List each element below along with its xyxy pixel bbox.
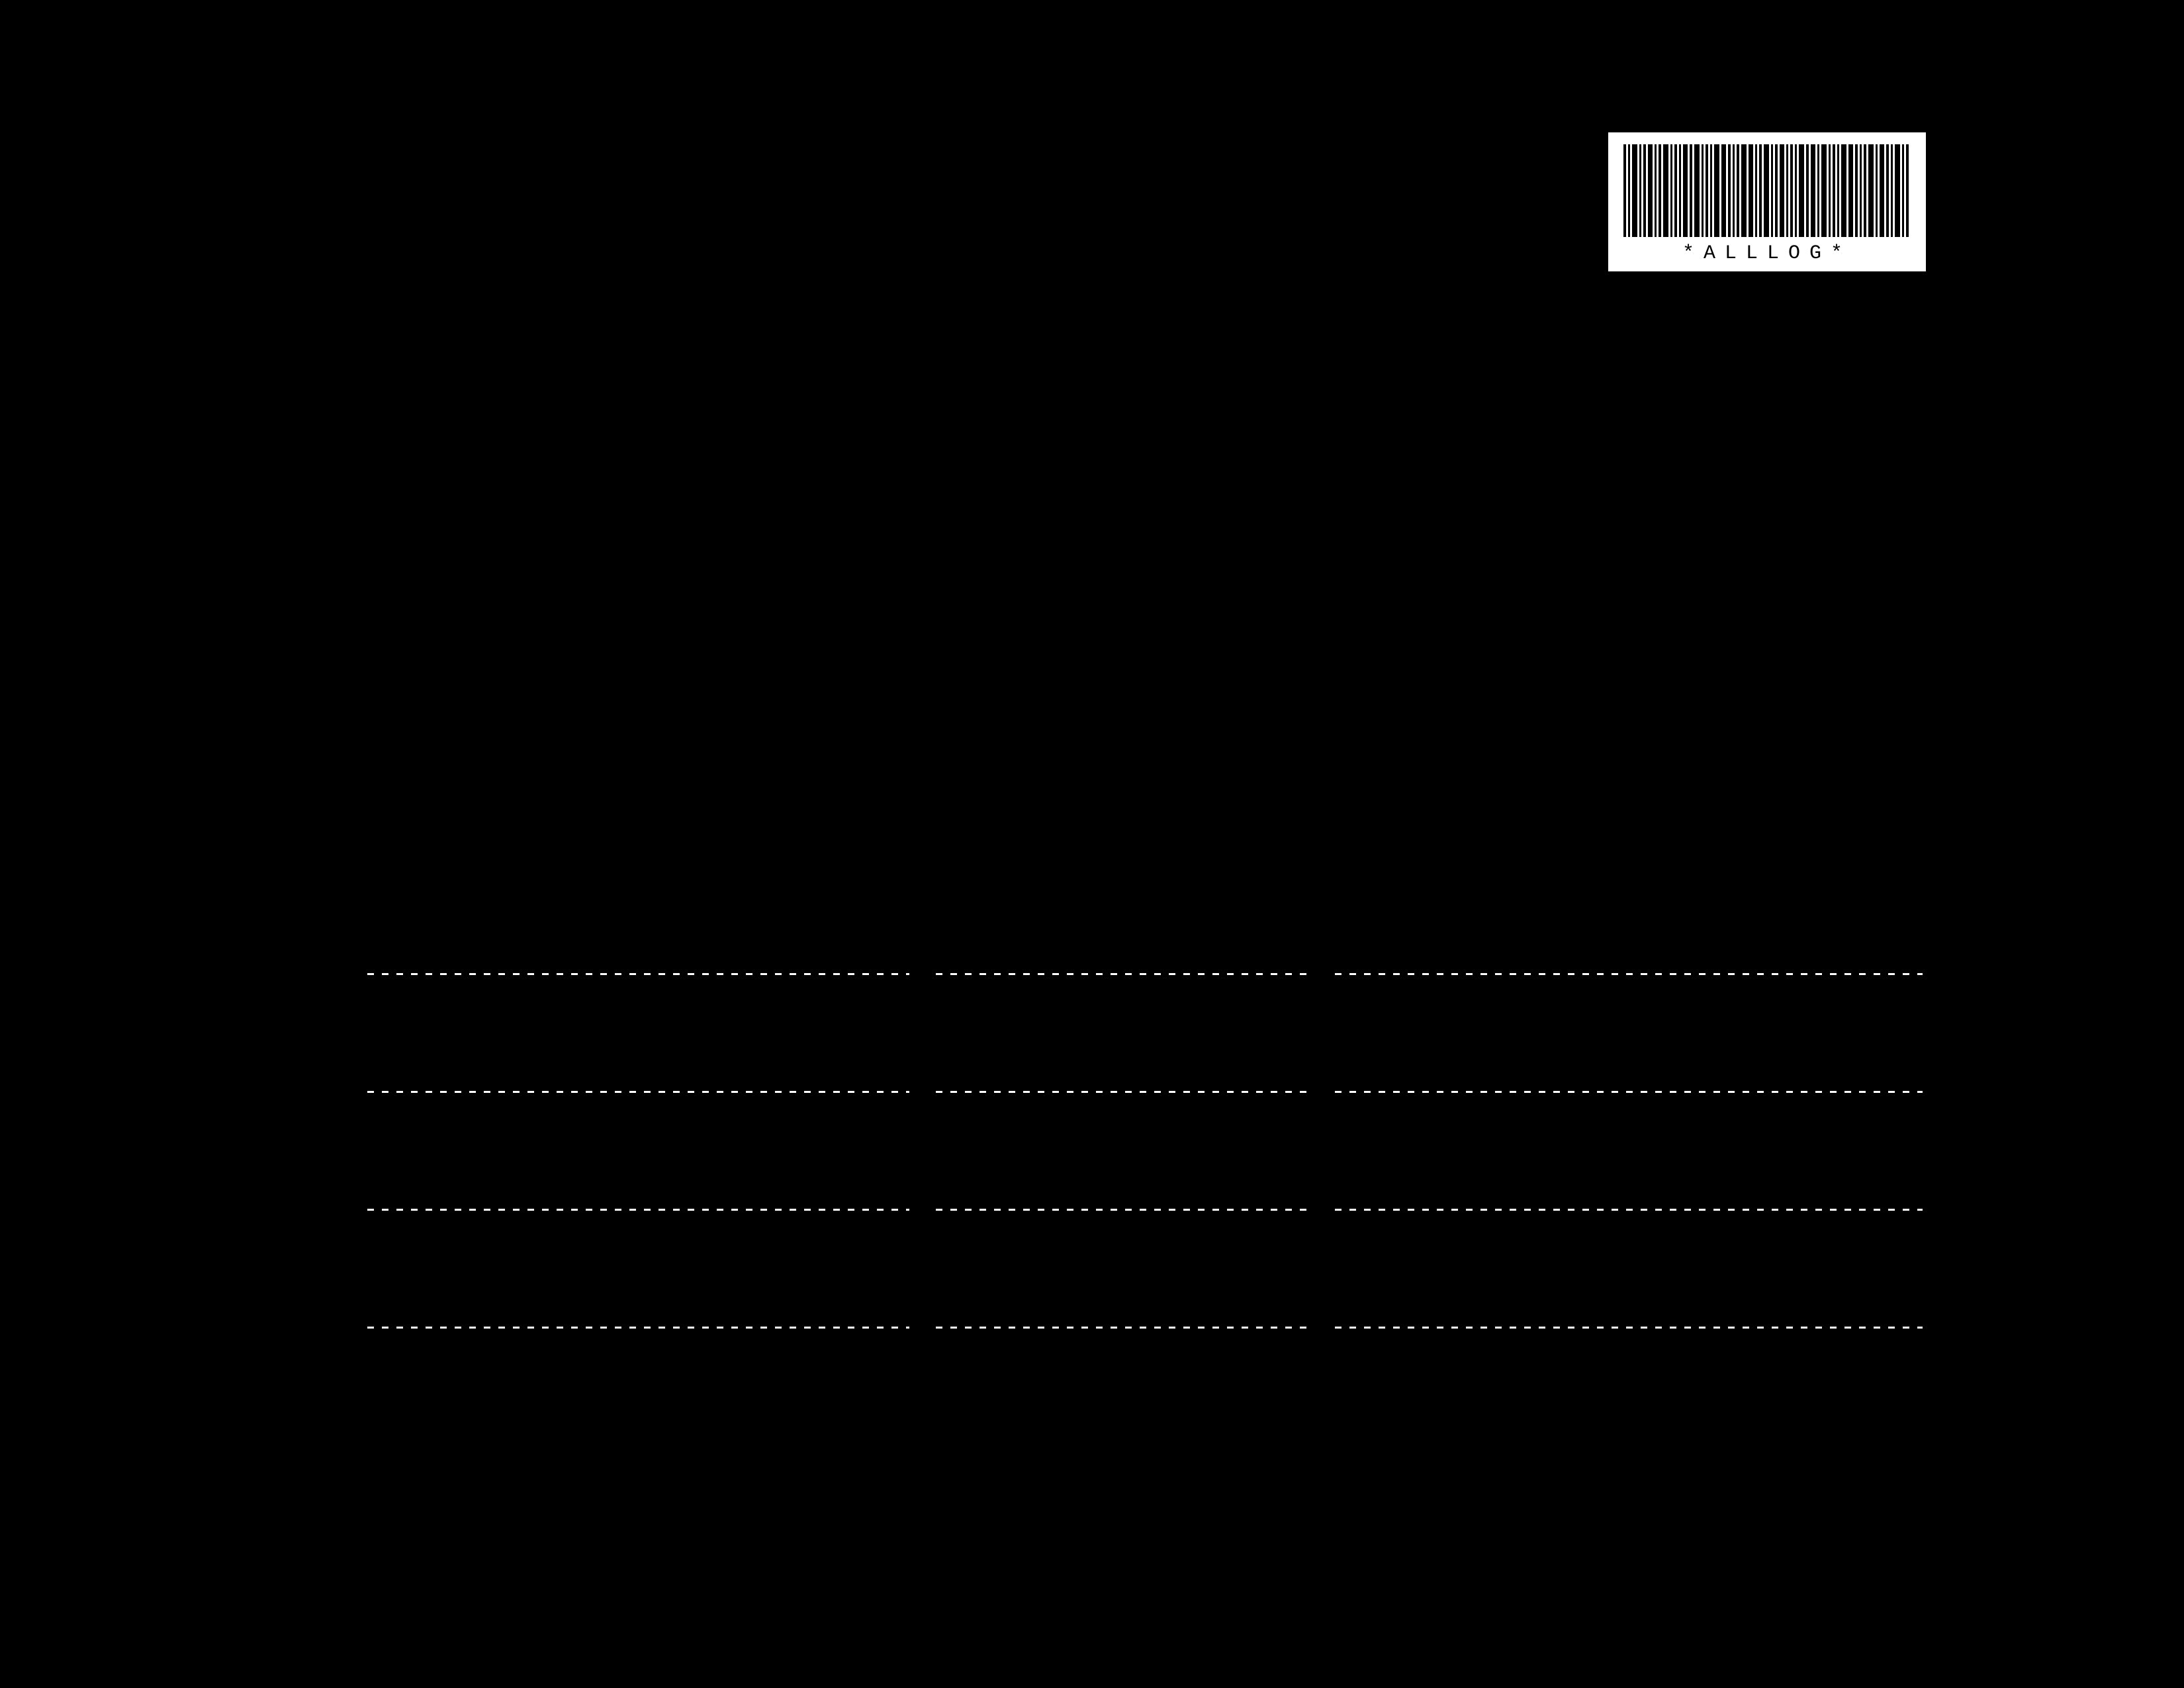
dashed-line-segment xyxy=(936,1209,1308,1211)
dashed-line-segment xyxy=(936,1091,1308,1093)
dashed-line-rows xyxy=(367,973,1923,1444)
barcode-box: *ALLLOG* xyxy=(1608,132,1926,271)
dashed-line-segment xyxy=(1335,1091,1923,1093)
document-page: *ALLLOG* xyxy=(0,0,2184,1688)
dashed-line-segment xyxy=(1335,973,1923,975)
dashed-line-row xyxy=(367,1327,1923,1329)
dashed-line-segment xyxy=(1335,1327,1923,1329)
dashed-line-row xyxy=(367,1091,1923,1093)
barcode-label: *ALLLOG* xyxy=(1682,242,1852,265)
dashed-line-row xyxy=(367,973,1923,975)
dashed-line-segment xyxy=(367,1091,909,1093)
dashed-line-segment xyxy=(367,973,909,975)
barcode-bars xyxy=(1623,144,1911,237)
dashed-line-segment xyxy=(1335,1209,1923,1211)
dashed-line-segment xyxy=(367,1209,909,1211)
dashed-line-segment xyxy=(936,973,1308,975)
dashed-line-segment xyxy=(367,1327,909,1329)
dashed-line-segment xyxy=(936,1327,1308,1329)
dashed-line-row xyxy=(367,1209,1923,1211)
